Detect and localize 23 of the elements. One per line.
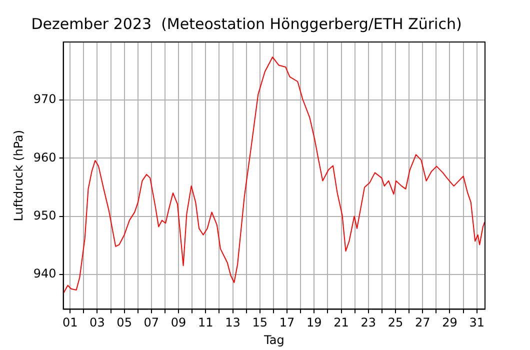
x-tick-label: 21 bbox=[334, 316, 349, 330]
x-tick-label: 19 bbox=[306, 316, 322, 330]
chart-title: Dezember 2023 (Meteostation Hönggerberg/ETH Zürich) bbox=[31, 14, 462, 33]
y-tick-label: 960 bbox=[33, 150, 56, 164]
x-tick-label: 31 bbox=[469, 316, 485, 330]
x-tick-label: 01 bbox=[62, 316, 78, 330]
y-tick-label: 940 bbox=[33, 266, 56, 280]
x-tick-label: 03 bbox=[90, 316, 105, 330]
x-tick-label: 13 bbox=[225, 316, 240, 330]
y-tick-label: 950 bbox=[33, 208, 56, 222]
y-axis-title: Luftdruck (hPa) bbox=[11, 130, 26, 222]
x-tick-label: 11 bbox=[198, 316, 214, 330]
x-tick-label: 23 bbox=[360, 316, 376, 330]
x-tick-label: 15 bbox=[252, 316, 268, 330]
x-tick-label: 29 bbox=[442, 316, 458, 330]
y-tick-label: 970 bbox=[33, 92, 56, 106]
x-tick-label: 25 bbox=[388, 316, 404, 330]
x-tick-label: 27 bbox=[414, 316, 430, 330]
x-tick-label: 07 bbox=[144, 316, 160, 330]
x-tick-label: 05 bbox=[116, 316, 132, 330]
x-tick-label: 17 bbox=[279, 316, 295, 330]
x-axis-title: Tag bbox=[262, 332, 284, 347]
x-tick-label: 09 bbox=[170, 316, 186, 330]
